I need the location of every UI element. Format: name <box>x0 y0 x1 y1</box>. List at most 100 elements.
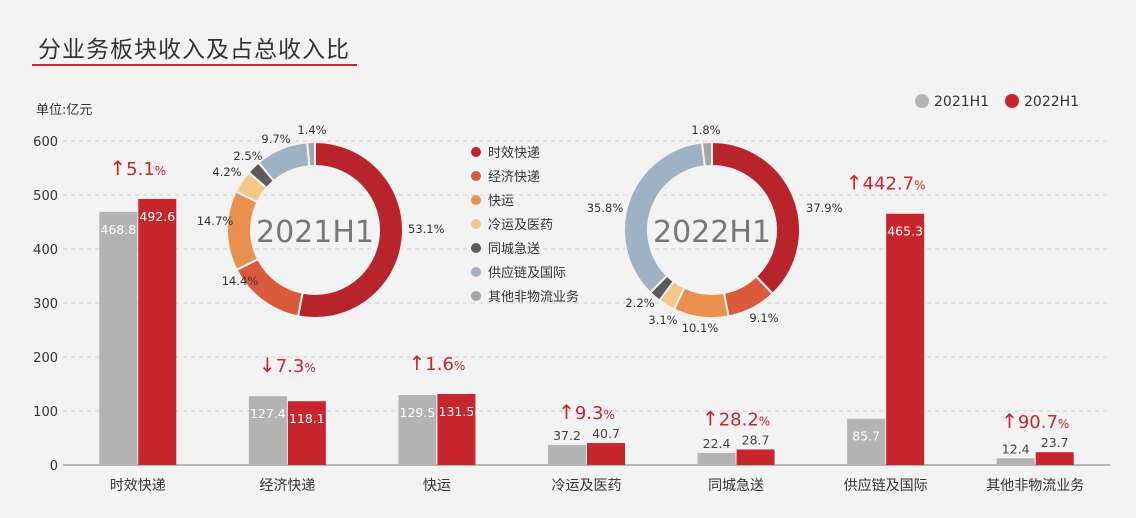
y-tick-label: 100 <box>33 405 58 420</box>
donut-slice-label: 37.9% <box>806 201 843 215</box>
data-label-2021h1: 127.4 <box>250 406 286 421</box>
donut-slice-label: 35.8% <box>587 201 624 215</box>
donut-center-label: 2022H1 <box>653 215 771 250</box>
data-label-2021h1: 85.7 <box>852 429 880 444</box>
growth-unit: % <box>454 359 465 373</box>
y-tick-label: 400 <box>33 243 58 258</box>
y-tick-label: 300 <box>33 297 58 312</box>
x-tick-label: 其他非物流业务 <box>986 478 1084 494</box>
bar-2022h1 <box>736 449 775 465</box>
x-tick-label: 供应链及国际 <box>844 477 928 494</box>
bar-2021h1 <box>697 452 736 465</box>
donut-slice-label: 1.4% <box>297 123 326 137</box>
page-title: 分业务板块收入及占总收入比 <box>38 37 350 63</box>
y-tick-label: 600 <box>33 135 58 150</box>
growth-value: 90.7 <box>1018 412 1058 433</box>
data-label-2021h1: 468.8 <box>100 222 136 237</box>
donut-legend-marker <box>471 219 481 229</box>
donut-slice <box>226 190 260 272</box>
growth-arrow: ↑ <box>109 156 126 180</box>
y-tick-label: 0 <box>50 459 58 474</box>
growth-unit: % <box>155 164 166 178</box>
donut-legend-marker <box>471 171 481 181</box>
donut-slice-label: 14.7% <box>197 214 234 228</box>
legend-marker <box>1005 94 1019 108</box>
donut-slice-label: 1.8% <box>691 123 720 137</box>
donut-slice-label: 2.5% <box>233 149 262 163</box>
bar-2021h1 <box>99 211 138 465</box>
donut-slice-label: 4.2% <box>212 165 241 179</box>
bar-2022h1 <box>1035 452 1074 465</box>
donut-slice <box>700 140 713 168</box>
donut-legend-label: 快运 <box>488 194 514 209</box>
data-label-2022h1: 118.1 <box>289 411 325 426</box>
growth-annotation: ↓7.3% <box>259 353 316 377</box>
legend-marker <box>915 94 929 108</box>
donut-slice-label: 14.4% <box>222 274 259 288</box>
donut-slice-label: 10.1% <box>682 321 719 335</box>
data-label-2022h1: 40.7 <box>592 426 620 441</box>
growth-arrow: ↑ <box>846 171 863 195</box>
bar-2021h1 <box>248 396 287 465</box>
data-label-2021h1: 22.4 <box>703 436 731 451</box>
legend-label: 2022H1 <box>1024 94 1079 110</box>
y-tick-label: 200 <box>33 351 58 366</box>
x-tick-label: 快运 <box>423 478 451 494</box>
title-underline <box>32 64 357 66</box>
donut-legend-label: 同城急送 <box>488 242 540 257</box>
growth-arrow: ↓ <box>259 353 276 377</box>
donut-legend-marker <box>471 195 481 205</box>
growth-arrow: ↑ <box>1001 409 1018 433</box>
growth-unit: % <box>759 415 770 429</box>
bar-2021h1 <box>548 444 586 465</box>
donut-legend-label: 时效快递 <box>488 146 540 161</box>
bar-2022h1 <box>886 213 925 465</box>
growth-annotation: ↑5.1% <box>109 156 166 180</box>
growth-annotation: ↑28.2% <box>702 407 770 431</box>
data-label-2022h1: 492.6 <box>139 209 175 224</box>
growth-unit: % <box>604 408 615 422</box>
data-label-2021h1: 37.2 <box>553 428 581 443</box>
donut-slice-label: 9.1% <box>749 311 778 325</box>
donut-legend-marker <box>471 267 481 277</box>
bar-2021h1 <box>996 458 1035 465</box>
growth-annotation: ↑90.7% <box>1001 409 1069 433</box>
donut-legend-marker <box>471 243 481 253</box>
bar-2021h1 <box>847 418 886 465</box>
data-label-2021h1: 129.5 <box>400 405 436 420</box>
growth-value: 1.6 <box>425 354 454 375</box>
x-tick-label: 经济快递 <box>259 478 315 494</box>
donut-center-label: 2021H1 <box>256 215 374 250</box>
donut-legend-label: 经济快递 <box>488 170 540 185</box>
donut-legend-marker <box>471 291 481 301</box>
donut-slice-label: 2.2% <box>625 296 654 310</box>
growth-annotation: ↑9.3% <box>558 400 615 424</box>
growth-value: 5.1 <box>126 159 155 180</box>
x-tick-label: 同城急送 <box>708 478 764 494</box>
bar-2021h1 <box>398 395 437 465</box>
growth-annotation: ↑442.7% <box>846 171 926 195</box>
growth-unit: % <box>304 361 315 375</box>
legend-label: 2021H1 <box>934 94 989 110</box>
data-label-2021h1: 12.4 <box>1002 441 1030 456</box>
growth-unit: % <box>914 179 925 193</box>
donut-slice-label: 3.1% <box>648 313 677 327</box>
donut-slice <box>306 140 316 168</box>
bar-2022h1 <box>587 443 625 465</box>
data-label-2022h1: 28.7 <box>742 433 770 448</box>
donut-legend-label: 冷运及医药 <box>488 218 553 233</box>
bar-2022h1 <box>437 393 476 465</box>
y-tick-label: 500 <box>33 189 58 204</box>
data-label-2022h1: 465.3 <box>887 224 923 239</box>
donut-slice-label: 9.7% <box>261 132 290 146</box>
growth-annotation: ↑1.6% <box>409 351 466 375</box>
donut-slice <box>296 140 404 319</box>
growth-value: 7.3 <box>276 356 305 377</box>
bar-2022h1 <box>287 401 326 465</box>
donut-legend-label: 其他非物流业务 <box>488 289 579 305</box>
x-tick-label: 冷运及医药 <box>552 478 622 494</box>
growth-unit: % <box>1058 417 1069 431</box>
donut-slice-label: 53.1% <box>408 222 445 236</box>
donut-legend-marker <box>471 147 481 157</box>
